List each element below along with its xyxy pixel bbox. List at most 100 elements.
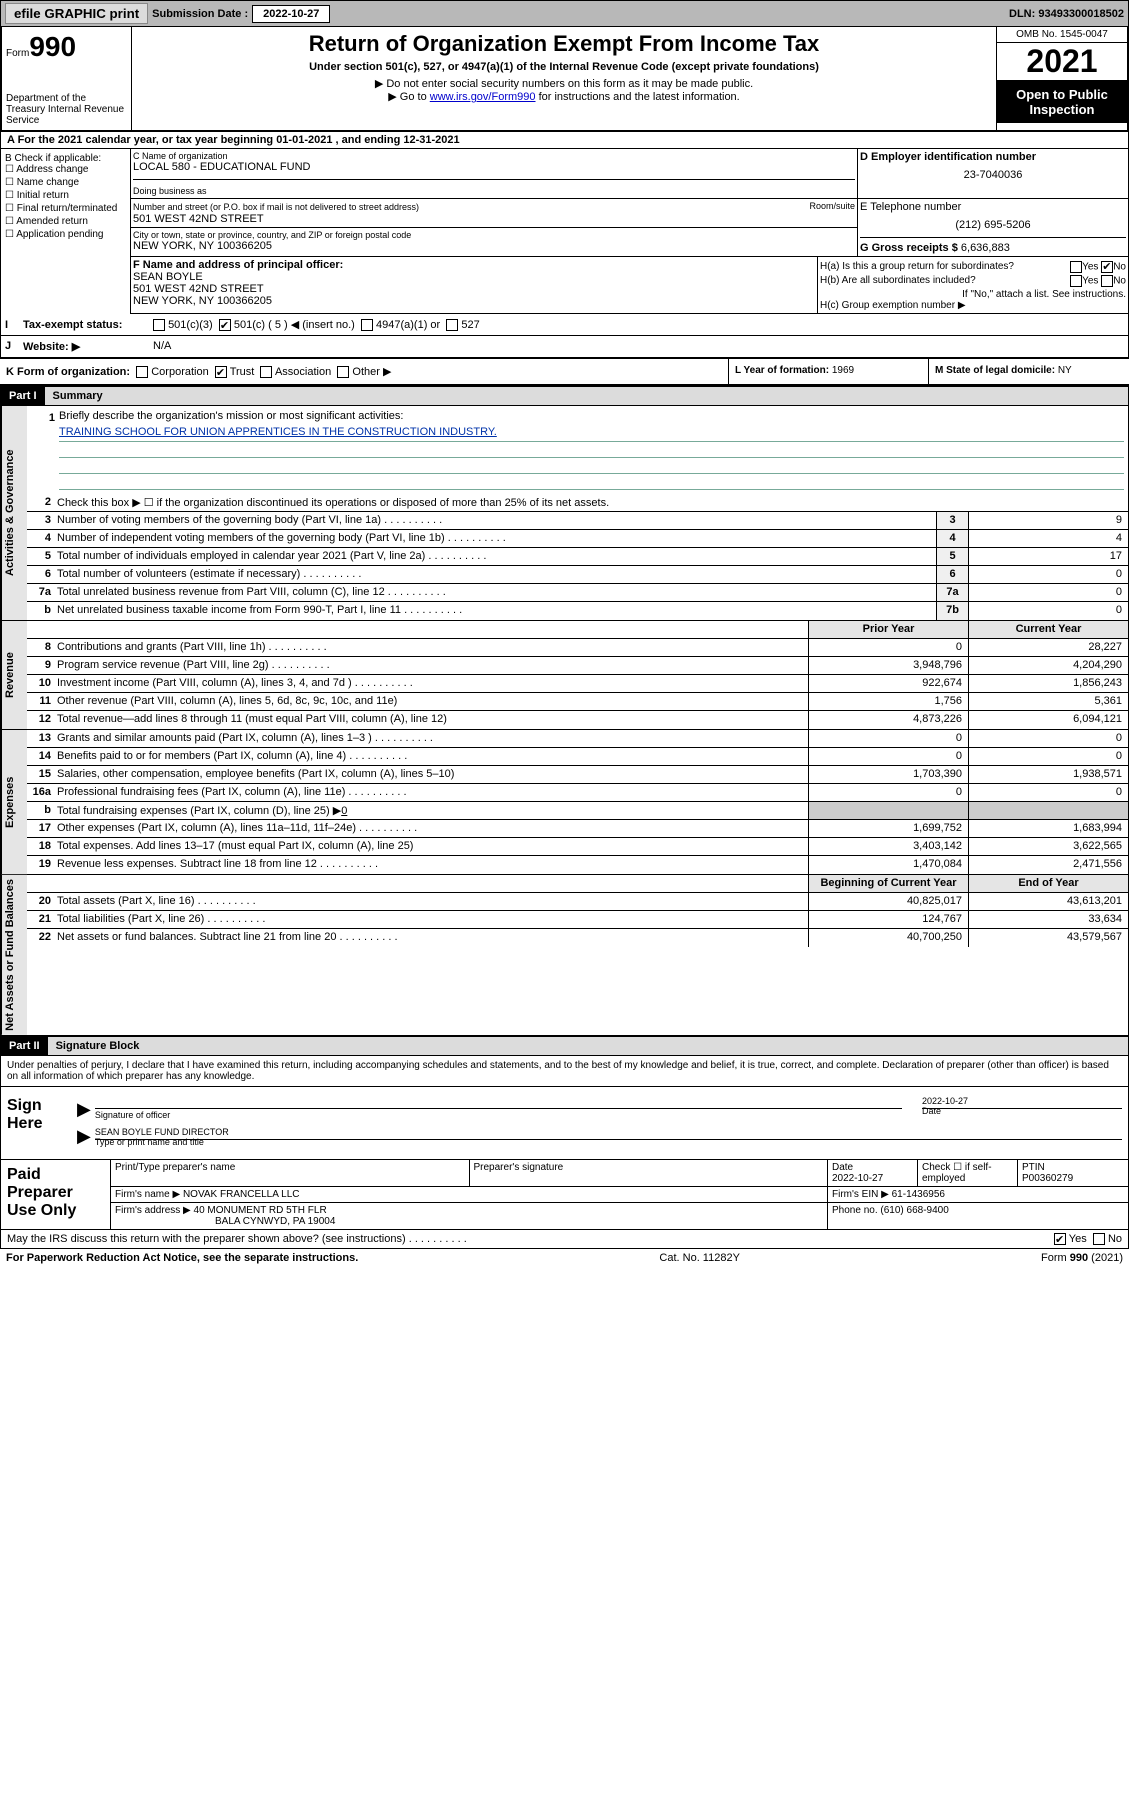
line14-py: 0 xyxy=(808,748,968,765)
row-a-tax-year: A For the 2021 calendar year, or tax yea… xyxy=(0,132,1129,149)
opt-other[interactable]: Other ▶ xyxy=(337,366,391,378)
sign-here-label: Sign Here xyxy=(1,1087,71,1159)
tax-year: 2021 xyxy=(997,43,1127,81)
city-label: City or town, state or province, country… xyxy=(133,230,855,240)
section-bcde: B Check if applicable: ☐ Address change … xyxy=(0,149,1129,314)
check-initial-return[interactable]: ☐ Initial return xyxy=(5,190,126,201)
line10-cy: 1,856,243 xyxy=(968,675,1128,692)
org-name-value: LOCAL 580 - EDUCATIONAL FUND xyxy=(133,161,855,173)
form-header: Form990 Department of the Treasury Inter… xyxy=(0,27,1129,132)
preparer-name-hdr: Print/Type preparer's name xyxy=(111,1160,470,1186)
may-no-checkbox[interactable] xyxy=(1093,1233,1105,1245)
officer-name-title: SEAN BOYLE FUND DIRECTOR xyxy=(95,1127,1122,1137)
telephone-label: E Telephone number xyxy=(860,201,1126,213)
line1-label: Briefly describe the organization's miss… xyxy=(59,410,403,426)
opt-trust[interactable]: Trust xyxy=(215,366,255,378)
line22-desc: Net assets or fund balances. Subtract li… xyxy=(55,929,808,947)
line9-py: 3,948,796 xyxy=(808,657,968,674)
col-b-label: B Check if applicable: xyxy=(5,153,126,164)
section-netassets-label: Net Assets or Fund Balances xyxy=(1,875,27,1035)
gross-receipts-value: 6,636,883 xyxy=(961,242,1010,254)
line22-py: 40,700,250 xyxy=(808,929,968,947)
section-expenses-label: Expenses xyxy=(1,730,27,874)
line20-desc: Total assets (Part X, line 16) xyxy=(55,893,808,910)
dba-label: Doing business as xyxy=(133,186,855,196)
year-formation-value: 1969 xyxy=(832,365,854,376)
line12-cy: 6,094,121 xyxy=(968,711,1128,729)
self-employed-check[interactable]: Check ☐ if self-employed xyxy=(918,1160,1018,1186)
opt-corporation[interactable]: Corporation xyxy=(136,366,209,378)
omb-number: OMB No. 1545-0047 xyxy=(997,27,1127,43)
opt-501c3[interactable]: 501(c)(3) xyxy=(153,319,213,331)
line13-desc: Grants and similar amounts paid (Part IX… xyxy=(55,730,808,747)
opt-4947[interactable]: 4947(a)(1) or xyxy=(361,319,440,331)
line4-desc: Number of independent voting members of … xyxy=(55,530,936,547)
line15-py: 1,703,390 xyxy=(808,766,968,783)
hb-subordinates: H(b) Are all subordinates included? Yes … xyxy=(820,275,1126,287)
line11-cy: 5,361 xyxy=(968,693,1128,710)
line7a-desc: Total unrelated business revenue from Pa… xyxy=(55,584,936,601)
line22-cy: 43,579,567 xyxy=(968,929,1128,947)
opt-association[interactable]: Association xyxy=(260,366,331,378)
website-label: Website: ▶ xyxy=(23,340,153,353)
line12-py: 4,873,226 xyxy=(808,711,968,729)
check-application-pending[interactable]: ☐ Application pending xyxy=(5,229,126,240)
ptin-hdr: PTIN xyxy=(1022,1162,1045,1173)
line12-desc: Total revenue—add lines 8 through 11 (mu… xyxy=(55,711,808,729)
section-governance-label: Activities & Governance xyxy=(1,406,27,620)
hb-no-checkbox[interactable] xyxy=(1101,275,1113,287)
check-name-change[interactable]: ☐ Name change xyxy=(5,177,126,188)
boy-hdr: Beginning of Current Year xyxy=(808,875,968,892)
check-final-return[interactable]: ☐ Final return/terminated xyxy=(5,203,126,214)
may-irs-discuss-row: May the IRS discuss this return with the… xyxy=(0,1230,1129,1249)
ptin-val: P00360279 xyxy=(1022,1173,1073,1184)
line19-cy: 2,471,556 xyxy=(968,856,1128,874)
line8-desc: Contributions and grants (Part VIII, lin… xyxy=(55,639,808,656)
ha-yes-checkbox[interactable] xyxy=(1070,261,1082,273)
preparer-sig-hdr: Preparer's signature xyxy=(470,1160,829,1186)
line17-py: 1,699,752 xyxy=(808,820,968,837)
name-arrow-icon: ▶ xyxy=(77,1126,91,1147)
line6-desc: Total number of volunteers (estimate if … xyxy=(55,566,936,583)
top-bar: efile GRAPHIC print Submission Date : 20… xyxy=(0,0,1129,27)
officer-label: F Name and address of principal officer: xyxy=(133,259,343,271)
section-revenue-label: Revenue xyxy=(1,621,27,729)
line9-cy: 4,204,290 xyxy=(968,657,1128,674)
signature-officer-field[interactable]: Signature of officer xyxy=(95,1108,902,1120)
ha-no-checkbox[interactable] xyxy=(1101,261,1113,273)
line18-py: 3,403,142 xyxy=(808,838,968,855)
may-yes-checkbox[interactable] xyxy=(1054,1233,1066,1245)
row-j-prefix: J xyxy=(5,340,23,353)
gross-receipts-label: G Gross receipts $ xyxy=(860,242,958,254)
subtitle-1: Under section 501(c), 527, or 4947(a)(1)… xyxy=(136,61,992,73)
firm-phone-value: (610) 668-9400 xyxy=(880,1205,948,1216)
year-formation-label: L Year of formation: xyxy=(735,365,829,376)
opt-527[interactable]: 527 xyxy=(446,319,479,331)
hb-yes-checkbox[interactable] xyxy=(1070,275,1082,287)
irs-link[interactable]: www.irs.gov/Form990 xyxy=(430,91,536,103)
opt-501c[interactable]: 501(c) ( 5 ) ◀ (insert no.) xyxy=(219,318,355,331)
line16a-desc: Professional fundraising fees (Part IX, … xyxy=(55,784,808,801)
subtitle-3: ▶ Go to www.irs.gov/Form990 for instruct… xyxy=(136,90,992,103)
firm-ein-value: 61-1436956 xyxy=(892,1189,945,1200)
line18-cy: 3,622,565 xyxy=(968,838,1128,855)
officer-name: SEAN BOYLE xyxy=(133,271,203,283)
room-label: Room/suite xyxy=(809,201,855,211)
check-amended-return[interactable]: ☐ Amended return xyxy=(5,216,126,227)
line14-desc: Benefits paid to or for members (Part IX… xyxy=(55,748,808,765)
line11-desc: Other revenue (Part VIII, column (A), li… xyxy=(55,693,808,710)
line3-val: 9 xyxy=(968,512,1128,529)
line15-cy: 1,938,571 xyxy=(968,766,1128,783)
line13-py: 0 xyxy=(808,730,968,747)
hc-exemption: H(c) Group exemption number ▶ xyxy=(820,300,1126,311)
firm-addr2: BALA CYNWYD, PA 19004 xyxy=(215,1216,335,1227)
form-label: Form xyxy=(6,48,29,59)
line9-desc: Program service revenue (Part VIII, line… xyxy=(55,657,808,674)
line14-cy: 0 xyxy=(968,748,1128,765)
efile-print-button[interactable]: efile GRAPHIC print xyxy=(5,3,148,24)
check-address-change[interactable]: ☐ Address change xyxy=(5,164,126,175)
col-b-checkboxes: B Check if applicable: ☐ Address change … xyxy=(1,149,131,314)
ein-label: D Employer identification number xyxy=(860,151,1126,163)
line11-py: 1,756 xyxy=(808,693,968,710)
page-title: Return of Organization Exempt From Incom… xyxy=(136,31,992,57)
